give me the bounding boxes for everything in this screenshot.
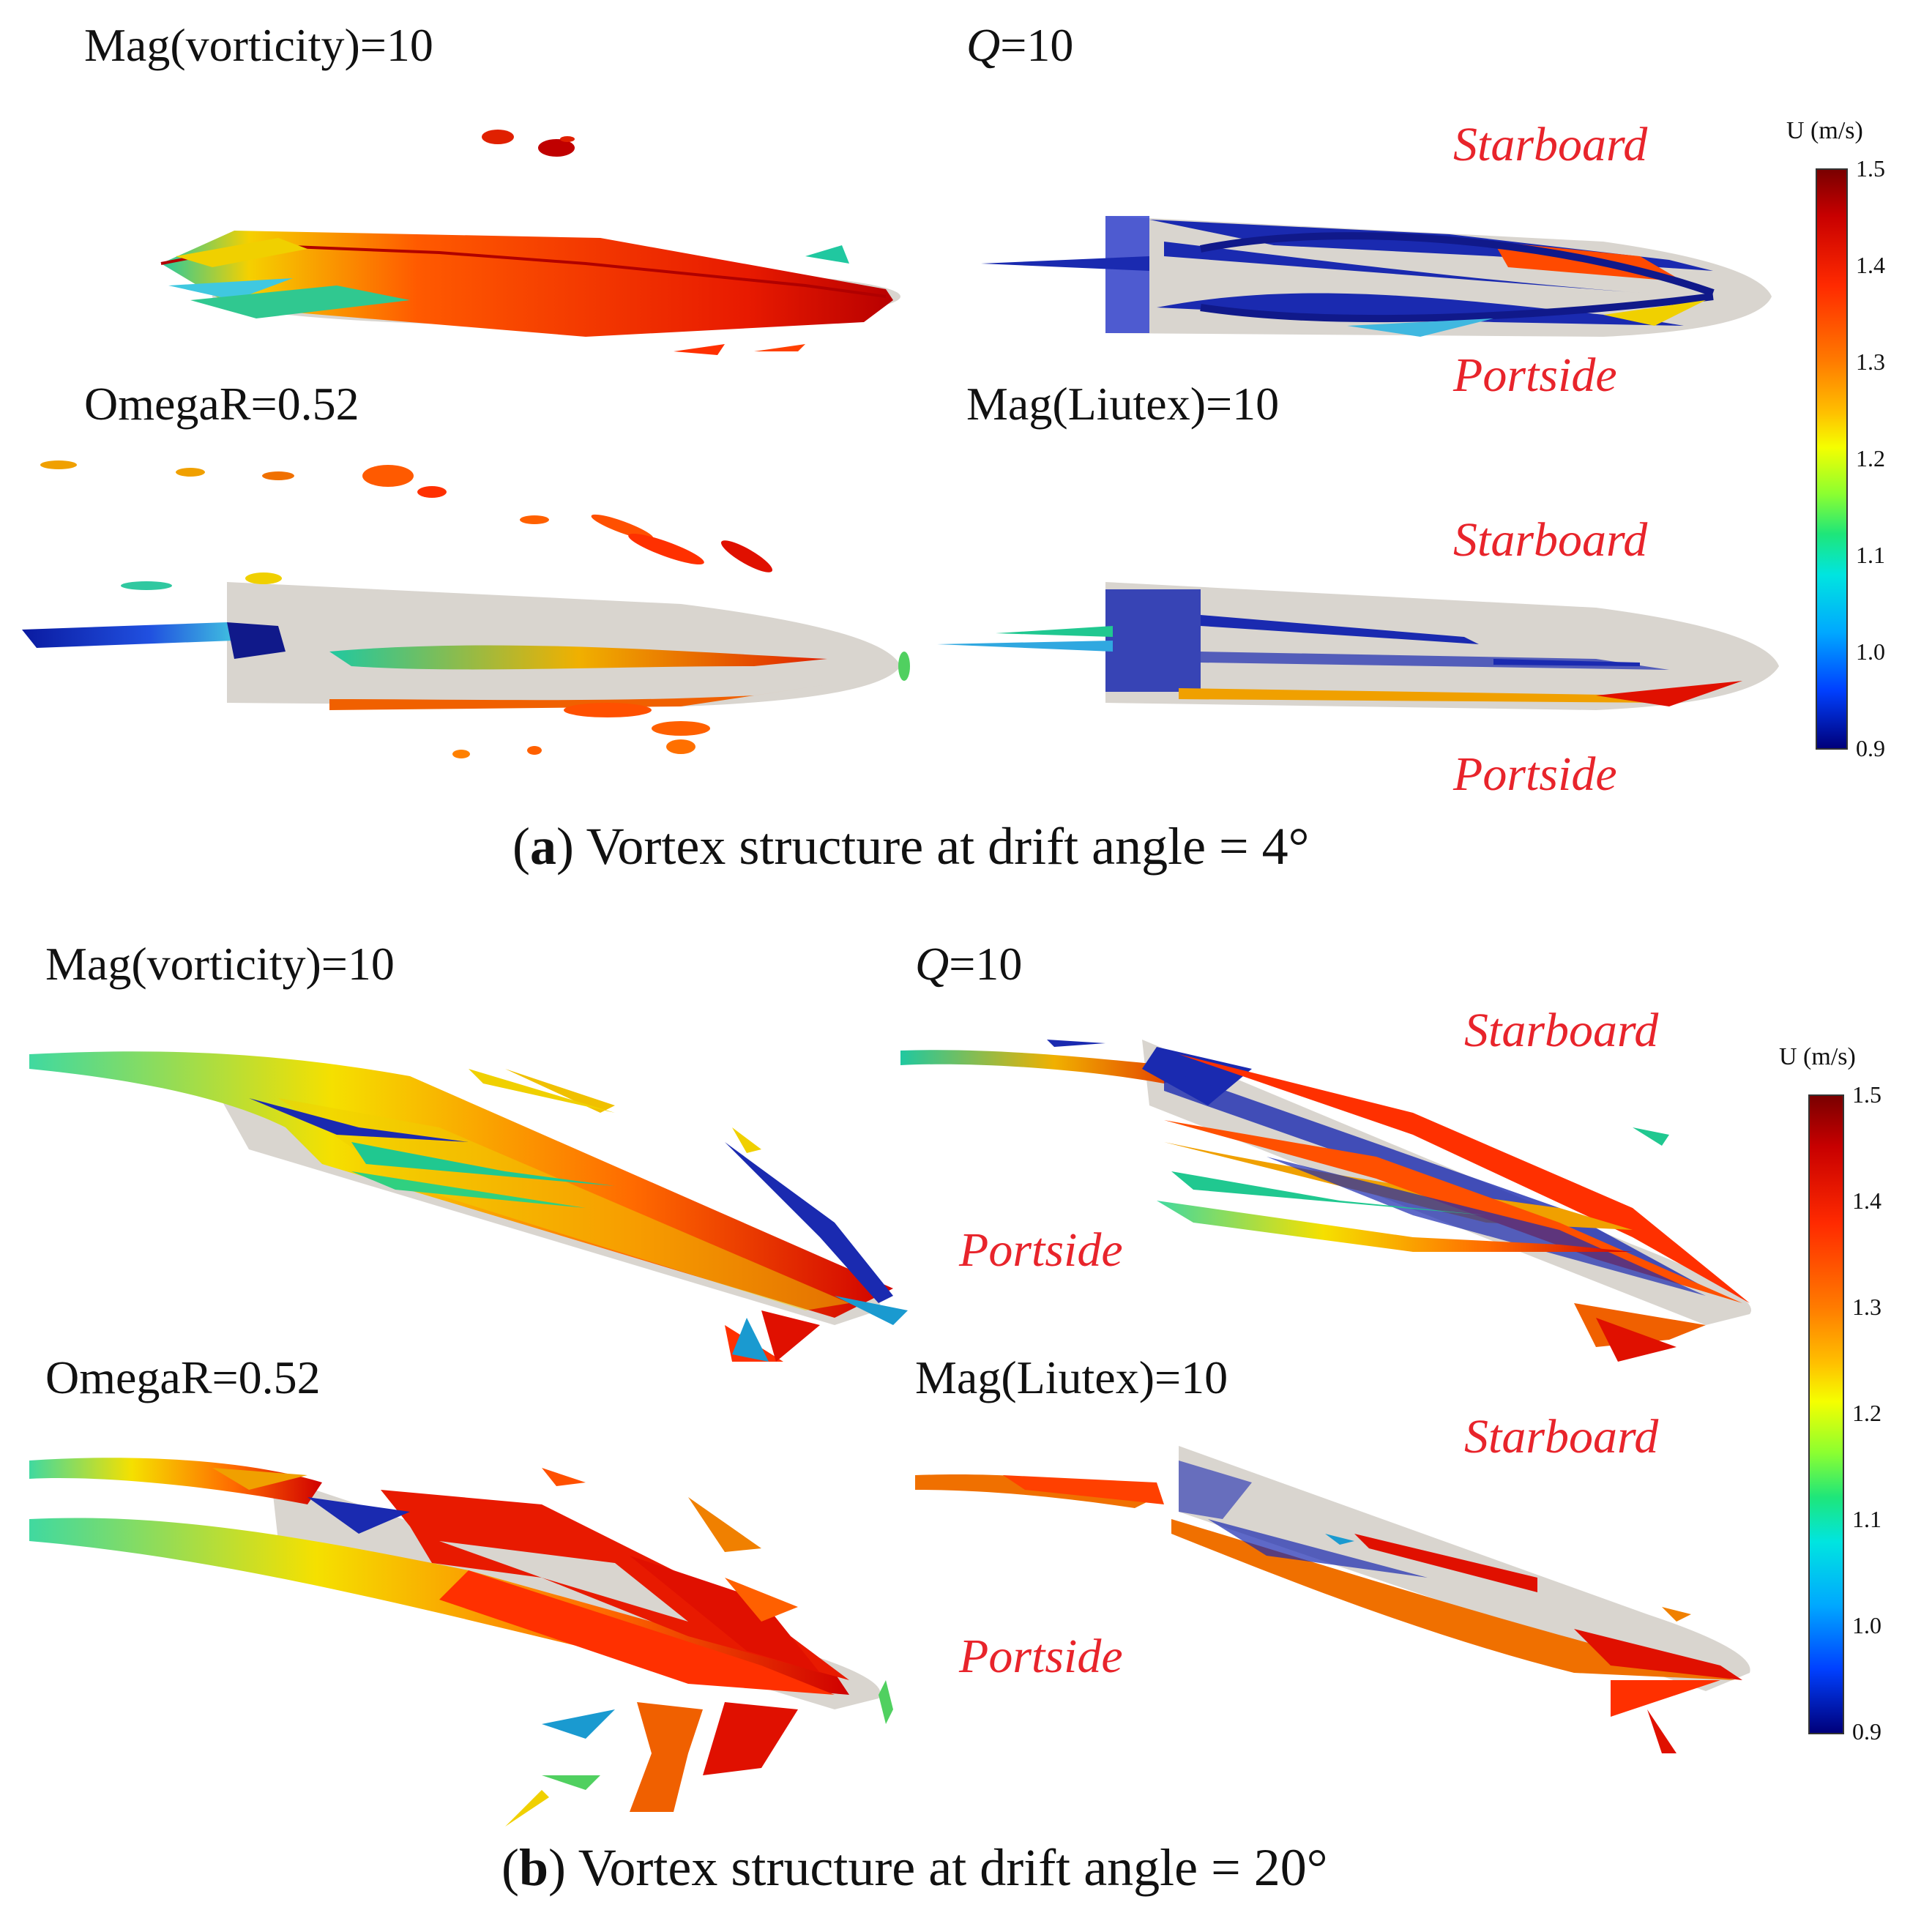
caption-text: Vortex structure at drift angle = 4°: [586, 817, 1310, 876]
label-omega-b: OmegaR=0.52: [45, 1351, 321, 1403]
starboard-label: Starboard: [1464, 1004, 1659, 1057]
colorbar-gradient: [1808, 1094, 1844, 1734]
colorbar-tick: 0.9: [1856, 735, 1885, 761]
vortex-scene-omega-a: [22, 460, 910, 758]
colorbar-tick: 1.2: [1852, 1400, 1881, 1426]
colorbar-tick: 1.0: [1852, 1612, 1881, 1638]
colorbar-tick: 1.1: [1852, 1506, 1881, 1532]
starboard-label: Starboard: [1453, 513, 1648, 567]
label-liutex-b: Mag(Liutex)=10: [915, 1351, 1228, 1403]
colorbar-tick: 1.1: [1856, 542, 1885, 568]
caption-letter: a: [529, 817, 556, 876]
colorbar-a: U (m/s) 1.5 1.4 1.3 1.2 1.1 1.0 0.9: [1786, 117, 1903, 761]
vortex-scene-omega-b: [29, 1458, 893, 1827]
caption-text: Vortex structure at drift angle = 20°: [578, 1838, 1328, 1897]
colorbar-tick: 1.5: [1856, 155, 1885, 182]
caption-b: (b) Vortex structure at drift angle = 20…: [501, 1838, 1328, 1897]
label-vorticity-a: Mag(vorticity)=10: [84, 19, 433, 71]
colorbar-title: U (m/s): [1786, 117, 1863, 144]
portside-label: Portside: [959, 1223, 1123, 1277]
vortex-scene-liutex-a: [937, 582, 1779, 710]
caption-a: (a) Vortex structure at drift angle = 4°: [512, 817, 1310, 876]
portside-label: Portside: [1453, 747, 1617, 801]
vortex-scene-vorticity-a: [160, 130, 900, 355]
vortex-scene-q-a: [981, 216, 1772, 337]
colorbar-title: U (m/s): [1779, 1043, 1856, 1070]
colorbar-tick: 1.5: [1852, 1081, 1881, 1108]
colorbar-tick: 0.9: [1852, 1718, 1881, 1745]
colorbar-tick: 1.3: [1852, 1294, 1881, 1320]
label-liutex-a: Mag(Liutex)=10: [966, 378, 1280, 430]
vortex-scene-vorticity-b: [29, 1051, 908, 1362]
q-value: =10: [949, 938, 1023, 990]
colorbar-tick: 1.3: [1856, 348, 1885, 375]
starboard-label: Starboard: [1453, 118, 1648, 171]
caption-letter: b: [518, 1838, 549, 1897]
colorbar-tick: 1.2: [1856, 445, 1885, 471]
colorbar-gradient: [1816, 168, 1848, 750]
vortex-scene-q-b: [900, 1040, 1751, 1362]
label-q-b: Q=10: [915, 937, 1022, 991]
label-q-a: Q=10: [966, 18, 1073, 72]
q-value: =10: [1000, 19, 1074, 71]
portside-label: Portside: [959, 1630, 1123, 1683]
portside-label: Portside: [1453, 348, 1617, 402]
starboard-label: Starboard: [1464, 1410, 1659, 1463]
q-symbol: Q: [915, 938, 950, 990]
colorbar-tick: 1.4: [1856, 252, 1885, 278]
colorbar-tick: 1.4: [1852, 1187, 1881, 1214]
label-omega-a: OmegaR=0.52: [84, 378, 359, 430]
q-symbol: Q: [966, 19, 1001, 71]
label-vorticity-b: Mag(vorticity)=10: [45, 938, 395, 990]
colorbar-tick: 1.0: [1856, 638, 1885, 665]
vortex-scene-liutex-b: [915, 1446, 1750, 1753]
colorbar-b: U (m/s) 1.5 1.4 1.3 1.2 1.1 1.0 0.9: [1779, 1043, 1903, 1746]
